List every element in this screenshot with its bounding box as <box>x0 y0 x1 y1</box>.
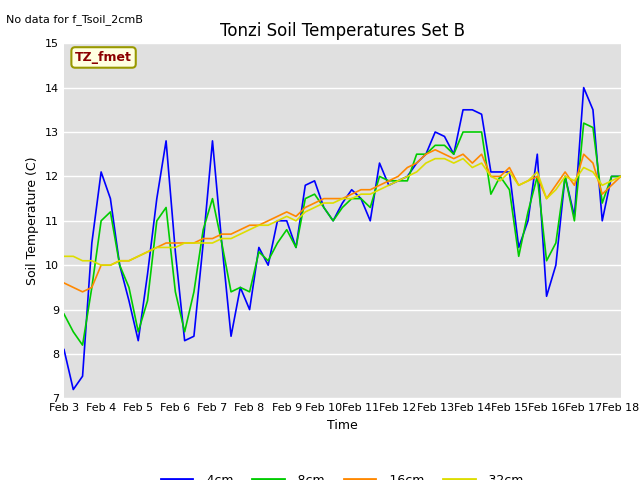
Legend: -4cm, -8cm, -16cm, -32cm: -4cm, -8cm, -16cm, -32cm <box>156 468 529 480</box>
Text: No data for f_Tsoil_2cmB: No data for f_Tsoil_2cmB <box>6 14 143 25</box>
Title: Tonzi Soil Temperatures Set B: Tonzi Soil Temperatures Set B <box>220 22 465 40</box>
X-axis label: Time: Time <box>327 419 358 432</box>
Y-axis label: Soil Temperature (C): Soil Temperature (C) <box>26 156 40 285</box>
Text: TZ_fmet: TZ_fmet <box>75 51 132 64</box>
